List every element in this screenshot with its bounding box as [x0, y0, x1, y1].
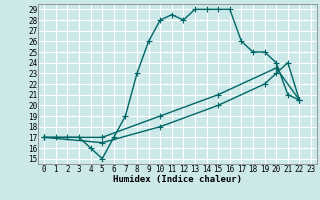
- X-axis label: Humidex (Indice chaleur): Humidex (Indice chaleur): [113, 175, 242, 184]
